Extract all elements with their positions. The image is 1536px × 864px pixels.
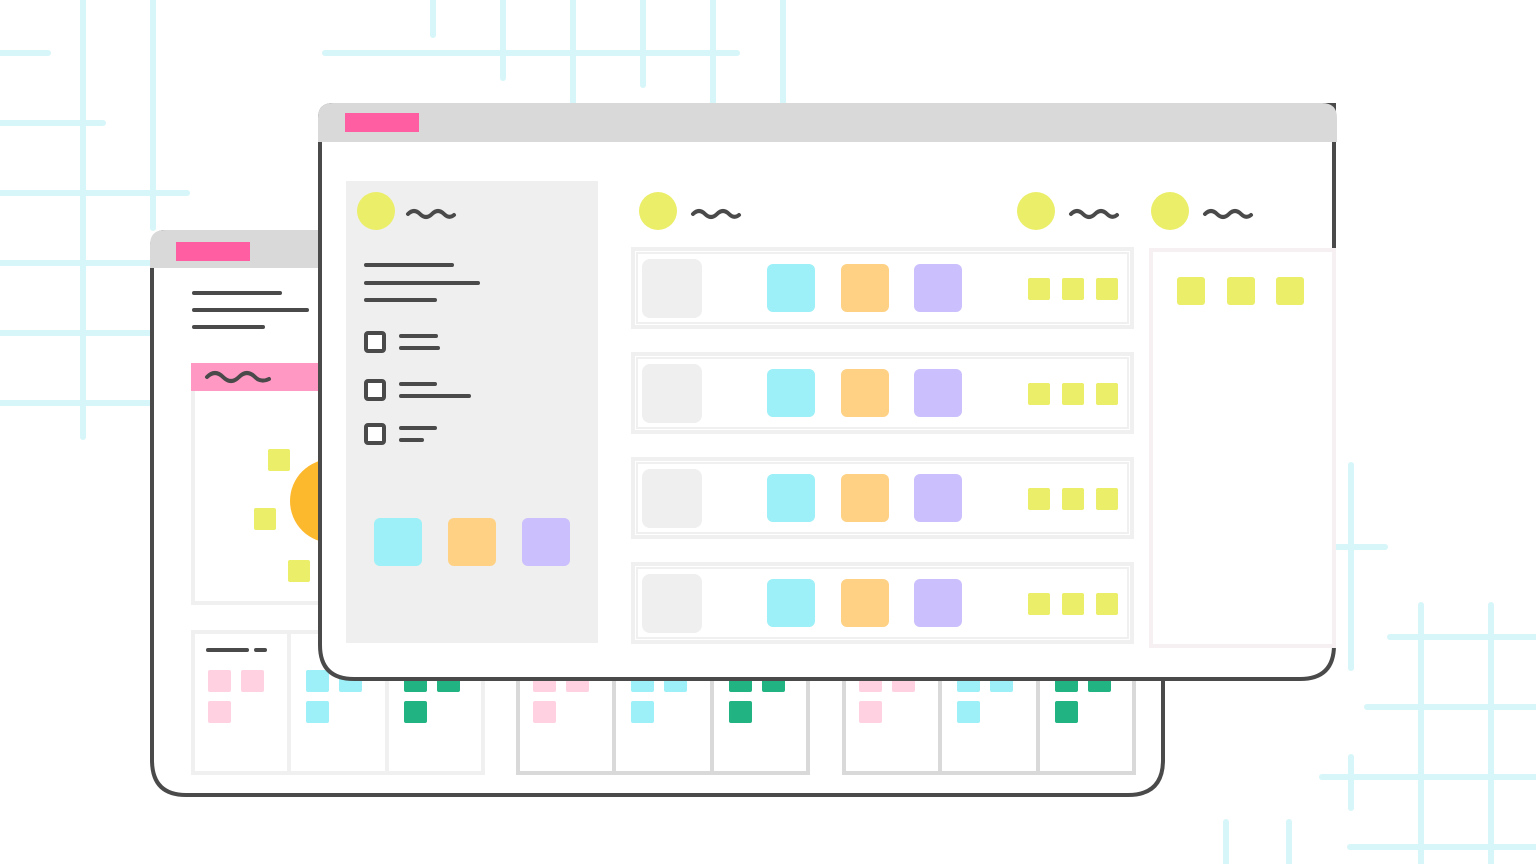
cyan-tile[interactable] [374, 518, 422, 566]
list-row[interactable] [631, 247, 1134, 329]
cyan-tile[interactable] [767, 264, 815, 312]
yellow-square [268, 449, 290, 471]
wave-icon [691, 209, 741, 219]
thumbnail-placeholder [642, 574, 702, 633]
wave-icon [406, 209, 456, 219]
front-window [318, 103, 1337, 681]
list-row[interactable] [631, 352, 1134, 434]
purple-tile[interactable] [914, 264, 962, 312]
back-text-lines [192, 291, 309, 329]
column-header [1017, 192, 1119, 230]
back-window-tab[interactable] [176, 242, 250, 261]
yellow-square [254, 508, 276, 530]
sidebar-text-lines [364, 263, 480, 302]
checklist-item[interactable] [364, 331, 440, 353]
yellow-tag[interactable] [1096, 593, 1118, 615]
column-headers [639, 192, 1253, 230]
yellow-tag[interactable] [1062, 383, 1084, 405]
yellow-tag[interactable] [1227, 277, 1255, 305]
card[interactable] [729, 701, 752, 723]
card[interactable] [1055, 701, 1078, 723]
card[interactable] [404, 701, 427, 723]
purple-tile[interactable] [522, 518, 570, 566]
row-inner-frame [636, 252, 1129, 324]
cyan-tile[interactable] [767, 369, 815, 417]
sidebar [346, 181, 598, 643]
avatar[interactable] [639, 192, 677, 230]
checklist-item[interactable] [364, 423, 437, 445]
checklist-item[interactable] [364, 379, 471, 401]
checklist [364, 331, 471, 445]
card[interactable] [631, 701, 654, 723]
right-panel [1149, 248, 1336, 648]
purple-tile[interactable] [914, 474, 962, 522]
yellow-tag[interactable] [1096, 488, 1118, 510]
yellow-tag[interactable] [1177, 277, 1205, 305]
wave-icon [1069, 209, 1119, 219]
yellow-tag[interactable] [1096, 278, 1118, 300]
yellow-tag[interactable] [1276, 277, 1304, 305]
yellow-tag[interactable] [1062, 488, 1084, 510]
wave-icon [205, 371, 271, 383]
yellow-tag[interactable] [1028, 278, 1050, 300]
card[interactable] [859, 701, 882, 723]
card[interactable] [306, 670, 329, 692]
front-window-titlebar [318, 103, 1337, 142]
yellow-tag[interactable] [1028, 488, 1050, 510]
orange-tile[interactable] [448, 518, 496, 566]
yellow-tag[interactable] [1062, 593, 1084, 615]
checkbox[interactable] [364, 331, 386, 353]
avatar[interactable] [1017, 192, 1055, 230]
avatar[interactable] [1151, 192, 1189, 230]
avatar[interactable] [357, 192, 395, 230]
card[interactable] [208, 701, 231, 723]
thumbnail-placeholder [642, 364, 702, 423]
column-header [1151, 192, 1253, 230]
checkbox[interactable] [364, 423, 386, 445]
card[interactable] [306, 701, 329, 723]
cyan-tile[interactable] [767, 579, 815, 627]
yellow-tag[interactable] [1062, 278, 1084, 300]
purple-tile[interactable] [914, 579, 962, 627]
list-rows [631, 247, 1134, 644]
thumbnail-placeholder [642, 469, 702, 528]
wave-icon [1203, 209, 1253, 219]
yellow-tag[interactable] [1028, 383, 1050, 405]
thumbnail-placeholder [642, 259, 702, 318]
row-inner-frame [636, 462, 1129, 534]
list-row[interactable] [631, 457, 1134, 539]
front-window-tab[interactable] [345, 113, 419, 132]
row-inner-frame [636, 357, 1129, 429]
orange-tile[interactable] [841, 369, 889, 417]
orange-tile[interactable] [841, 474, 889, 522]
yellow-tag[interactable] [1096, 383, 1118, 405]
card[interactable] [957, 701, 980, 723]
panel-header [191, 363, 331, 391]
card[interactable] [533, 701, 556, 723]
yellow-tag[interactable] [1028, 593, 1050, 615]
row-inner-frame [636, 567, 1129, 639]
orange-tile[interactable] [841, 264, 889, 312]
list-row[interactable] [631, 562, 1134, 644]
card[interactable] [208, 670, 231, 692]
cyan-tile[interactable] [767, 474, 815, 522]
column-header [639, 192, 741, 230]
yellow-square [288, 560, 310, 582]
checkbox[interactable] [364, 379, 386, 401]
orange-tile[interactable] [841, 579, 889, 627]
purple-tile[interactable] [914, 369, 962, 417]
card[interactable] [241, 670, 264, 692]
